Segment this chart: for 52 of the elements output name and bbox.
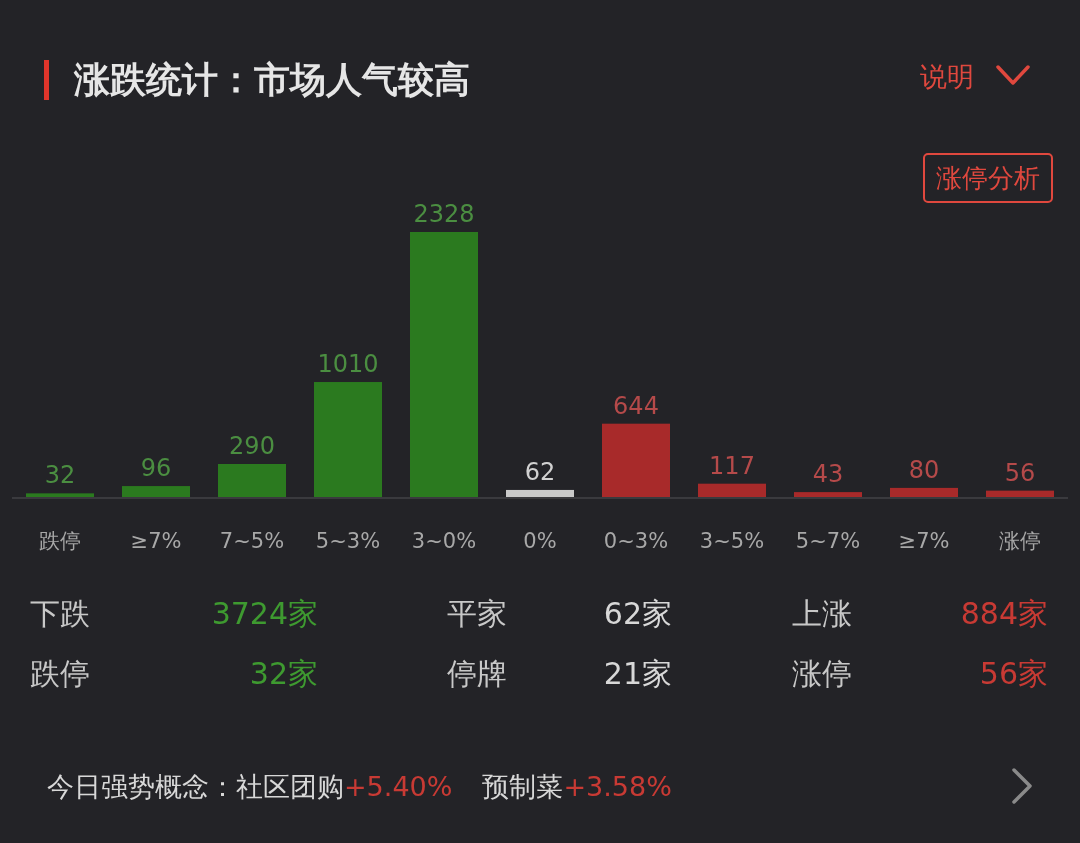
text: +3.58%	[563, 771, 672, 802]
bar	[890, 487, 958, 497]
text: 62家	[603, 596, 672, 631]
text: 下跌	[30, 596, 90, 631]
data-label: 62	[524, 457, 556, 486]
text: 涨停分析	[936, 163, 1040, 193]
bar	[698, 483, 766, 497]
data-label: 32	[44, 461, 76, 490]
data-label: 644	[613, 391, 659, 420]
text: 涨停	[792, 656, 852, 691]
data-label: 1010	[317, 350, 379, 379]
bar	[122, 486, 190, 497]
data-label: 117	[709, 451, 755, 480]
x-tick-label: ≥7%	[130, 529, 182, 553]
text: 今日强势概念：社区团购	[47, 771, 344, 802]
bar	[602, 423, 670, 497]
bar	[506, 489, 574, 497]
bar	[314, 382, 382, 497]
text: 56家	[979, 656, 1048, 691]
x-tick-label: 7~5%	[219, 529, 285, 553]
bar	[986, 490, 1054, 497]
text: 884家	[960, 596, 1048, 631]
text: 停牌	[447, 656, 507, 691]
data-label: 56	[1004, 458, 1036, 487]
bar	[410, 232, 478, 497]
x-tick-label: 涨停	[999, 529, 1041, 553]
x-tick-label: ≥7%	[898, 529, 950, 553]
text: +5.40%	[344, 771, 453, 802]
text: 3724家	[211, 596, 318, 631]
chart-title: 涨跌统计：市场人气较高	[73, 59, 470, 100]
data-label: 96	[140, 454, 172, 483]
x-tick-label: 0%	[523, 529, 557, 553]
text: 跌停	[30, 656, 90, 691]
data-label: 43	[812, 460, 844, 489]
data-label: 80	[908, 455, 940, 484]
text: 平家	[447, 596, 507, 631]
x-tick-label: 3~5%	[699, 529, 765, 553]
text: 32家	[249, 656, 318, 691]
x-tick-label: 跌停	[39, 529, 81, 553]
text: 上涨	[792, 596, 852, 631]
bar	[794, 492, 862, 497]
x-tick-label: 5~3%	[315, 529, 381, 553]
bar	[26, 493, 94, 497]
text: 说明	[920, 61, 974, 92]
x-tick-label: 5~7%	[795, 529, 861, 553]
bar	[218, 463, 286, 497]
text: 21家	[603, 656, 672, 691]
x-tick-label: 0~3%	[603, 529, 669, 553]
text: 预制菜	[482, 771, 564, 802]
data-label: 290	[229, 431, 275, 460]
x-tick-label: 3~0%	[411, 529, 477, 553]
data-label: 2328	[413, 200, 475, 228]
